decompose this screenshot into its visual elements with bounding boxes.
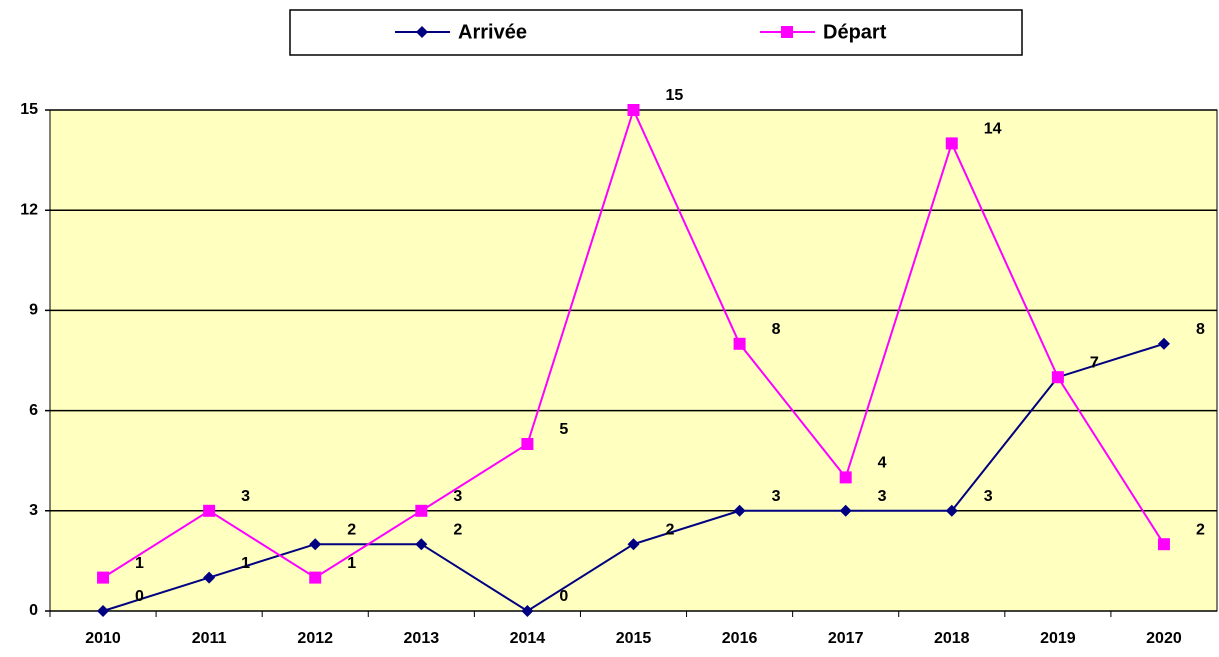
point-marker: [415, 538, 428, 551]
data-label: 7: [1090, 354, 1099, 371]
x-tick-label: 2018: [934, 630, 970, 647]
point-marker: [203, 571, 216, 584]
x-tick-label: 2017: [828, 630, 864, 647]
data-label: 3: [984, 488, 993, 505]
point-marker: [416, 26, 428, 38]
point-marker: [627, 538, 640, 551]
point-marker: [1051, 371, 1064, 384]
data-label: 3: [878, 488, 887, 505]
data-label: 8: [772, 321, 781, 338]
point-marker: [839, 504, 852, 517]
y-tick-label: 12: [20, 201, 38, 218]
legend-label: Départ: [823, 21, 887, 43]
data-label: 15: [666, 87, 684, 104]
x-tick-label: 2019: [1040, 630, 1076, 647]
x-tick-label: 2011: [192, 630, 227, 647]
point-marker: [1157, 538, 1170, 551]
point-marker: [97, 605, 110, 617]
plot-area: [49, 109, 1218, 612]
x-tick-label: 2016: [722, 630, 758, 647]
x-tick-label: 2014: [510, 630, 546, 647]
data-label: 1: [241, 555, 250, 572]
point-marker: [945, 137, 958, 150]
data-label: 5: [559, 421, 568, 438]
data-label: 1: [135, 555, 144, 572]
y-tick-label: 15: [20, 101, 38, 118]
data-label: 0: [135, 588, 144, 605]
data-label: 0: [559, 588, 568, 605]
data-label: 2: [453, 521, 462, 538]
point-marker: [627, 104, 640, 116]
data-label: 2: [666, 521, 675, 538]
data-label: 2: [1196, 521, 1205, 538]
point-marker: [309, 538, 322, 551]
y-tick-label: 6: [29, 402, 38, 419]
y-tick-label: 0: [29, 602, 38, 619]
y-tick-label: 3: [29, 502, 38, 519]
data-label: 3: [453, 488, 462, 505]
x-tick-label: 2020: [1146, 630, 1182, 647]
data-label: 3: [241, 488, 250, 505]
point-marker: [521, 438, 534, 450]
data-label: 4: [878, 455, 887, 472]
y-tick-label: 9: [29, 302, 38, 319]
data-label: 2: [347, 521, 356, 538]
point-marker: [781, 26, 793, 38]
x-tick-label: 2015: [616, 630, 652, 647]
point-marker: [97, 571, 110, 584]
point-marker: [733, 504, 746, 517]
legend-label: Arrivée: [458, 21, 527, 43]
point-marker: [945, 504, 958, 517]
point-marker: [733, 337, 746, 350]
point-marker: [839, 471, 852, 484]
data-label: 7: [1090, 354, 1099, 371]
x-tick-label: 2012: [297, 630, 333, 647]
point-marker: [309, 571, 322, 584]
x-tick-label: 2013: [404, 630, 440, 647]
point-marker: [521, 605, 534, 617]
point-marker: [1157, 337, 1170, 350]
x-tick-label: 2010: [85, 630, 121, 647]
data-label: 8: [1196, 321, 1205, 338]
data-label: 14: [984, 121, 1002, 138]
point-marker: [203, 504, 216, 517]
data-label: 3: [772, 488, 781, 505]
data-label: 1: [347, 555, 356, 572]
point-marker: [415, 504, 428, 517]
